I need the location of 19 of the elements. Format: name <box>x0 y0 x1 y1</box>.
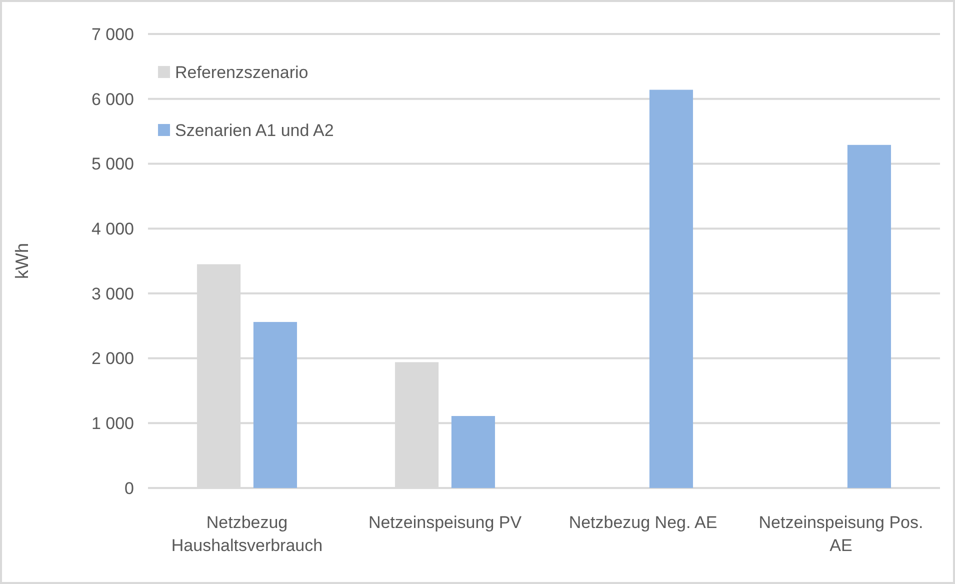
y-tick-label: 1 000 <box>91 414 134 434</box>
y-tick-label: 2 000 <box>91 349 134 368</box>
x-tick-label: Netzeinspeisung PV <box>368 513 522 532</box>
x-tick-label: Netzbezug Haushaltsverbrauch <box>171 513 323 555</box>
y-tick-label: 6 000 <box>91 90 134 109</box>
x-tick-label: Netzeinspeisung Pos. AE <box>758 513 924 555</box>
y-tick-label: 4 000 <box>91 220 134 239</box>
bar <box>253 322 297 488</box>
y-tick-label: 7 000 <box>91 24 134 44</box>
y-tick-label: 0 <box>124 478 134 498</box>
legend-label: Szenarien A1 und A2 <box>175 120 334 140</box>
y-tick-label: 3 000 <box>91 284 134 304</box>
x-tick-label: Netzbezug Neg. AE <box>568 513 718 532</box>
y-tick-label: 5 000 <box>91 154 134 174</box>
bar <box>649 90 693 488</box>
bar <box>847 144 891 488</box>
y-axis-title: kWh <box>12 243 32 279</box>
bar <box>451 416 495 488</box>
legend-label: Referenzszenario <box>175 62 308 82</box>
